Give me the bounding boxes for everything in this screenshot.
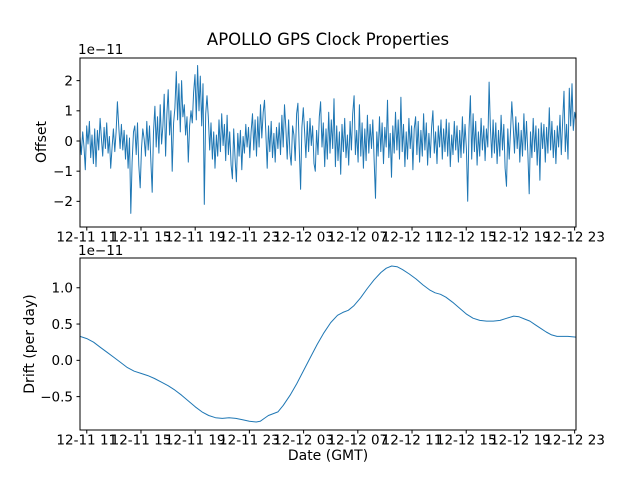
bottom-axis-scale-label: 1e−11 xyxy=(78,243,124,259)
x-tick-label: 12-12 19 xyxy=(490,230,551,246)
x-tick-label: 12-12 07 xyxy=(327,230,388,246)
x-tick-label: 12-12 11 xyxy=(382,433,443,449)
y-tick-label: −2 xyxy=(53,194,73,210)
x-tick-label: 12-11 11 xyxy=(56,230,117,246)
x-tick-label: 12-11 23 xyxy=(219,230,280,246)
x-tick-label: 12-11 19 xyxy=(165,230,226,246)
drift-line xyxy=(80,265,576,423)
x-tick-label: 12-12 15 xyxy=(436,230,497,246)
top-axis-scale-label: 1e−11 xyxy=(78,42,124,58)
y-tick-label: 1.0 xyxy=(52,281,73,297)
x-tick-label: 12-11 15 xyxy=(111,433,172,449)
x-axis-label: Date (GMT) xyxy=(287,448,369,464)
x-tick-label: 12-12 03 xyxy=(273,230,334,246)
y-tick-label: 1 xyxy=(64,104,73,120)
x-tick-label: 12-12 23 xyxy=(544,230,605,246)
offset-y-axis-label: Offset xyxy=(34,120,50,164)
y-tick-label: 0.5 xyxy=(52,317,73,333)
x-tick-label: 12-12 23 xyxy=(544,433,605,449)
y-tick-label: 0 xyxy=(64,134,73,150)
axes-frame xyxy=(79,57,577,228)
drift-y-axis-label: Drift (per day) xyxy=(22,294,38,394)
x-tick-label: 12-12 03 xyxy=(273,433,334,449)
x-tick-label: 12-12 19 xyxy=(490,433,551,449)
x-tick-label: 12-11 11 xyxy=(56,433,117,449)
y-tick-label: −1 xyxy=(53,164,73,180)
x-tick-label: 12-11 19 xyxy=(165,433,226,449)
y-tick-label: 0.0 xyxy=(52,353,73,369)
x-tick-label: 12-12 07 xyxy=(327,433,388,449)
x-tick-label: 12-11 15 xyxy=(111,230,172,246)
x-tick-label: 12-11 23 xyxy=(219,433,280,449)
y-tick-label: 2 xyxy=(64,73,73,89)
offset-line xyxy=(80,65,576,214)
axes-frame xyxy=(79,257,577,431)
y-tick-label: −0.5 xyxy=(40,389,73,405)
chart-title: APOLLO GPS Clock Properties xyxy=(206,30,450,49)
x-tick-label: 12-12 11 xyxy=(382,230,443,246)
x-tick-label: 12-12 15 xyxy=(436,433,497,449)
